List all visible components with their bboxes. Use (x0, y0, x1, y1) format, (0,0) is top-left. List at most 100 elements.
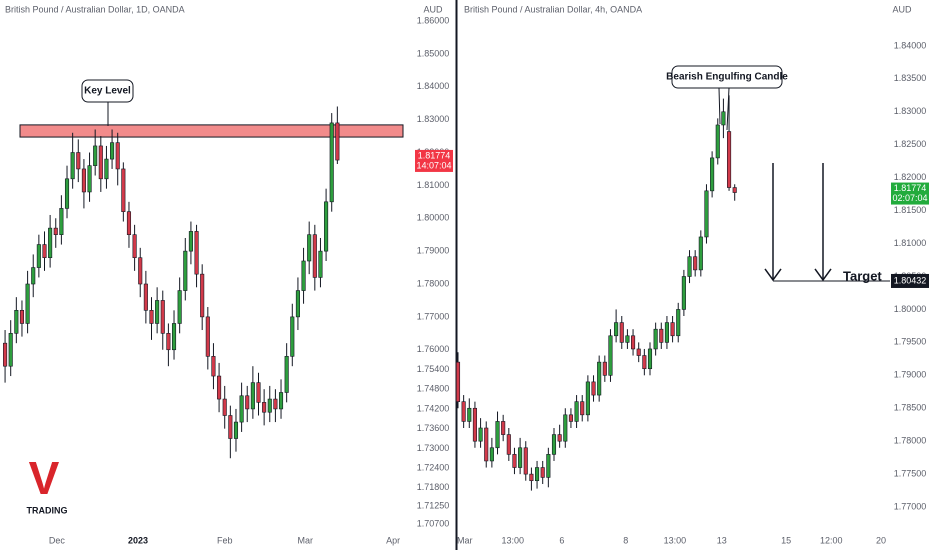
candle-body (211, 356, 216, 377)
candle-body (591, 381, 596, 396)
y-tick-label: 1.84000 (417, 81, 450, 91)
candle-body (307, 234, 312, 262)
candle-body (467, 407, 472, 422)
candle-body (3, 342, 8, 367)
candle-body (273, 398, 278, 410)
candle-body (171, 323, 177, 351)
candle-body (523, 447, 528, 475)
candle-body (250, 382, 255, 410)
price-tag (415, 149, 453, 172)
logo-text: TRADING (27, 505, 68, 515)
candle-body (166, 333, 171, 351)
candle-body (93, 145, 98, 166)
y-tick-label: 1.84000 (894, 40, 927, 50)
candle-body (597, 361, 602, 396)
candle-body (478, 427, 483, 442)
candle-body (42, 244, 47, 259)
y-tick-label: 1.81000 (417, 180, 450, 190)
x-tick-label: 13 (717, 535, 727, 545)
candle-body (664, 322, 669, 343)
candle-body (76, 152, 81, 170)
candle-body (614, 322, 619, 337)
candle-body (653, 328, 658, 350)
y-tick-label: 1.76000 (417, 344, 450, 354)
candle-body (693, 256, 698, 271)
y-tick-label: 1.70700 (417, 518, 450, 528)
candle-body (87, 165, 92, 193)
candle-body (222, 398, 227, 416)
y-tick-label: 1.78000 (894, 436, 927, 446)
y-tick-label: 1.79500 (894, 337, 927, 347)
candle-body (104, 158, 109, 180)
candle-body (681, 276, 686, 310)
y-tick-label: 1.78500 (894, 403, 927, 413)
candle-body (472, 407, 477, 442)
candle-body (295, 290, 300, 318)
y-tick-label: 1.85000 (417, 48, 450, 58)
candle-body (53, 227, 58, 235)
y-tick-label: 1.77000 (894, 501, 927, 511)
candle-body (642, 355, 647, 370)
y-tick-label: 1.79000 (417, 246, 450, 256)
candle-body (647, 348, 653, 370)
candle-body (205, 316, 210, 357)
candle-body (518, 447, 523, 468)
target-text: Target (843, 268, 882, 283)
candle-body (312, 234, 317, 278)
y-tick-label: 1.83500 (894, 73, 927, 83)
price-tag (891, 182, 929, 205)
x-tick-label: 20 (876, 535, 886, 545)
candle-body (64, 178, 70, 209)
y-tick-label: 1.81000 (894, 238, 927, 248)
candle-body (335, 122, 340, 161)
candle-body (495, 421, 500, 449)
candle-body (506, 434, 511, 455)
candle-body (126, 211, 132, 235)
y-tick-label: 1.72400 (417, 462, 450, 472)
candle-body (659, 328, 664, 343)
candle-body (704, 190, 709, 238)
candle-body (501, 421, 506, 435)
y-tick-label: 1.83000 (417, 114, 450, 124)
candle-body (267, 398, 272, 413)
candle-body (121, 168, 126, 212)
x-tick-label: 13:00 (664, 535, 687, 545)
candle-body (155, 300, 160, 324)
x-tick-label: Mar (457, 535, 473, 545)
callout-text: Key Level (84, 86, 131, 97)
callout-text: Bearish Engulfing Candle (666, 72, 788, 83)
candle-body (256, 382, 261, 403)
candle-body (36, 244, 41, 268)
candle-body (149, 310, 154, 324)
candle-body (262, 402, 267, 413)
candle-body (245, 395, 250, 410)
target-tag (891, 273, 929, 288)
candle-body (619, 322, 624, 343)
candle-body (183, 250, 188, 291)
candle-body (239, 395, 244, 423)
candle-body (585, 381, 590, 416)
y-tick-label: 1.81500 (894, 205, 927, 215)
candle-body (721, 111, 726, 126)
candle-body (727, 131, 732, 188)
candle-body (98, 145, 103, 180)
left-title: British Pound / Australian Dollar, 1D, O… (5, 4, 185, 14)
candle-body (81, 168, 86, 193)
candle-body (568, 414, 573, 422)
candle-body (160, 300, 165, 334)
candle-body (19, 310, 25, 324)
candle-body (670, 322, 675, 337)
candle-body (574, 401, 579, 422)
price-tag-timer: 02:07:04 (892, 193, 927, 203)
candle-body (8, 333, 13, 367)
y-tick-label: 1.78000 (417, 278, 450, 288)
key-level-zone (19, 124, 404, 138)
y-tick-label: 1.71800 (417, 482, 450, 492)
candle-body (278, 392, 284, 410)
candle-body (551, 434, 557, 455)
y-tick-label: 1.82500 (894, 139, 927, 149)
candle-body (529, 473, 534, 482)
candle-body (31, 267, 36, 285)
candle-body (710, 157, 715, 192)
